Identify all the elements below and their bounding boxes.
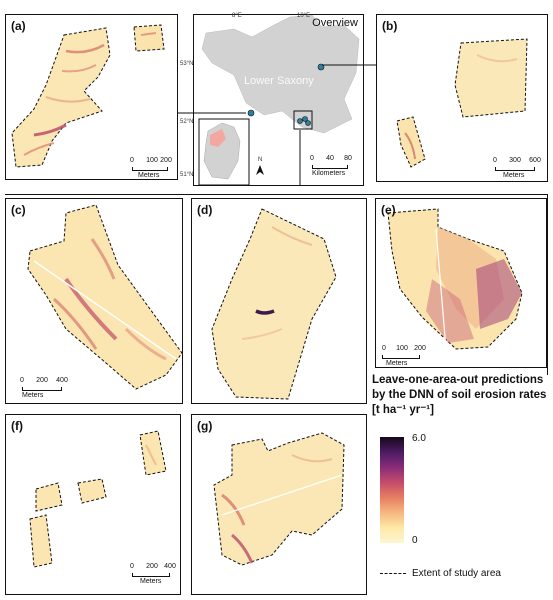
panel-label-a: (a): [11, 19, 26, 33]
lat-label: 53°N: [180, 61, 194, 67]
lon-label: 8°E: [232, 13, 242, 19]
color-bar-max: 6.0: [412, 433, 426, 444]
scale-tick: 200: [414, 345, 426, 352]
panel-label-f: (f): [11, 419, 23, 433]
scale-tick: 0: [130, 157, 134, 164]
overview-title: Overview: [312, 17, 358, 29]
scale-tick: 0: [382, 345, 386, 352]
legend-title: Leave-one-area-out predictions by the DN…: [372, 374, 547, 416]
lower-group-frame: [5, 194, 548, 375]
scale-tick: 300: [509, 157, 521, 164]
field-map-d: [211, 208, 337, 400]
north-label: N: [258, 157, 263, 163]
study-area-box: [293, 110, 313, 130]
scale-tick: 400: [164, 563, 176, 570]
scale-tick: 100: [396, 345, 408, 352]
scale-bar-b: 0 300 600 Meters: [493, 157, 541, 179]
scale-tick: 200: [36, 377, 48, 384]
scale-unit: Meters: [386, 360, 408, 367]
scale-tick: 80: [344, 155, 352, 162]
scale-tick: 100: [146, 157, 158, 164]
scale-tick: 40: [326, 155, 334, 162]
field-map-a: [11, 24, 165, 168]
site-marker: [317, 63, 325, 71]
map-panel-b: (b) 0 300 600 Meters: [376, 14, 548, 182]
field-map-c: [27, 204, 183, 390]
panel-label-b: (b): [382, 19, 398, 33]
north-arrow-icon: [256, 165, 264, 175]
legend: Leave-one-area-out predictions by the DN…: [372, 373, 548, 595]
legend-extent: Extent of study area: [380, 568, 501, 579]
scale-unit: Kilometers: [312, 170, 346, 177]
site-marker: [297, 118, 303, 124]
legend-extent-label: Extent of study area: [412, 568, 501, 579]
scale-tick: 200: [146, 563, 158, 570]
overview-panel: Overview Lower Saxony 8°E 10°E 53°N 52°N…: [180, 13, 364, 186]
scale-bar-c: 0 200 400 Meters: [20, 377, 72, 399]
map-panel-d: (d): [191, 198, 367, 404]
scale-tick: 0: [310, 155, 314, 162]
scale-bar-a: 0 100 200 Meters: [130, 157, 172, 179]
panel-label-d: (d): [197, 203, 213, 217]
map-panel-g: (g): [191, 414, 367, 595]
scale-tick: 0: [20, 377, 24, 384]
dashed-line-icon: [380, 572, 406, 574]
lat-label: 52°N: [180, 119, 194, 125]
scale-unit: Meters: [138, 172, 160, 179]
lat-label: 51°N: [180, 172, 194, 178]
lon-label: 10°E: [297, 13, 311, 19]
panel-label-g: (g): [197, 419, 213, 433]
region-label: Lower Saxony: [244, 75, 314, 87]
scale-bar-f: 0 200 400 Meters: [130, 563, 178, 585]
scale-tick: 0: [130, 563, 134, 570]
overview-map: [198, 15, 360, 186]
scale-tick: 400: [56, 377, 68, 384]
scale-unit: Meters: [140, 578, 162, 585]
field-map-b: [396, 38, 528, 168]
field-map-e: [387, 208, 523, 350]
scale-tick: 600: [529, 157, 541, 164]
field-map-g: [213, 432, 345, 566]
color-bar-min: 0: [412, 535, 418, 546]
scale-unit: Meters: [503, 172, 525, 179]
scale-bar-e: 0 100 200 Meters: [382, 345, 428, 367]
field-map-f: [29, 430, 167, 568]
site-marker: [302, 116, 308, 122]
map-panel-c: (c) 0 200 400 Meters: [5, 198, 183, 404]
lower-saxony-shape: [201, 15, 360, 134]
site-marker: [247, 109, 255, 117]
scale-tick: 200: [160, 157, 172, 164]
map-panel-a: (a) 0 100 200 Meters: [5, 14, 178, 180]
scale-tick: 0: [493, 157, 497, 164]
scale-unit: Meters: [22, 392, 44, 399]
map-panel-f: (f) 0 200 400 Meters: [5, 414, 181, 595]
scale-bar-overview: 0 40 80 Kilometers: [310, 155, 362, 177]
panel-label-e: (e): [381, 203, 396, 217]
panel-label-c: (c): [11, 203, 26, 217]
color-bar: [380, 437, 404, 543]
map-panel-e: (e) 0 100 200 Meters: [375, 198, 547, 368]
site-marker: [305, 120, 311, 126]
